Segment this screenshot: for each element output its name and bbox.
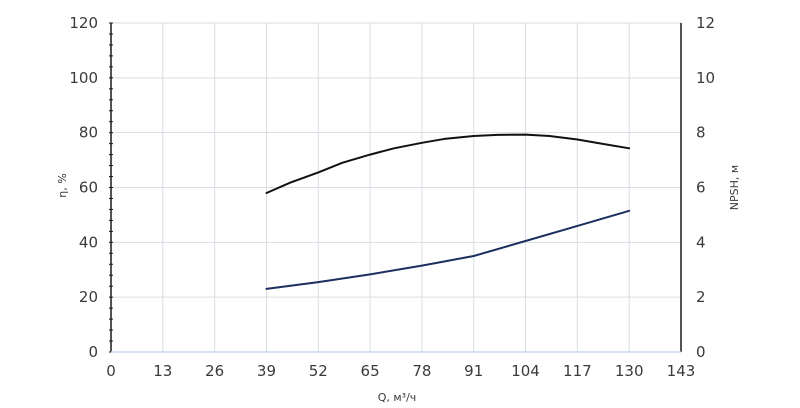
- right-tick-label: 12: [696, 14, 715, 32]
- x-tick-label: 39: [257, 362, 276, 380]
- right-tick-label: 2: [696, 288, 706, 306]
- right-axis-title: NPSH, м: [728, 165, 741, 210]
- x-tick-label: 26: [205, 362, 224, 380]
- series: [265, 133, 631, 290]
- x-tick-label: 91: [464, 362, 483, 380]
- x-tick-label: 65: [361, 362, 380, 380]
- x-tick-label: 13: [153, 362, 172, 380]
- left-tick-label: 100: [69, 69, 98, 87]
- x-tick-label: 117: [563, 362, 592, 380]
- left-tick-label: 60: [79, 179, 98, 197]
- x-axis-title: Q, м³/ч: [378, 391, 417, 404]
- left-axis-title: η, %: [56, 173, 69, 197]
- npsh-series-line: [265, 209, 631, 290]
- x-tick-label: 130: [615, 362, 644, 380]
- x-tick-label: 52: [309, 362, 328, 380]
- tick-labels: 0 13 26 39 52 65 78 91 104 117 130 1430204060801001…: [69, 14, 715, 380]
- x-tick-label: 143: [667, 362, 696, 380]
- grid: [111, 22, 681, 352]
- left-tick-label: 80: [79, 124, 98, 142]
- right-tick-label: 8: [696, 124, 706, 142]
- x-tick-label: 78: [412, 362, 431, 380]
- x-tick-label: 0: [106, 362, 116, 380]
- axes: [109, 22, 682, 353]
- left-tick-label: 120: [69, 14, 98, 32]
- right-tick-label: 0: [696, 343, 706, 361]
- x-tick-label: 104: [511, 362, 540, 380]
- right-tick-label: 6: [696, 179, 706, 197]
- left-tick-label: 40: [79, 233, 98, 251]
- left-tick-label: 0: [88, 343, 98, 361]
- right-tick-label: 4: [696, 233, 706, 251]
- left-tick-label: 20: [79, 288, 98, 306]
- right-tick-label: 10: [696, 69, 715, 87]
- efficiency-series-line: [265, 133, 631, 194]
